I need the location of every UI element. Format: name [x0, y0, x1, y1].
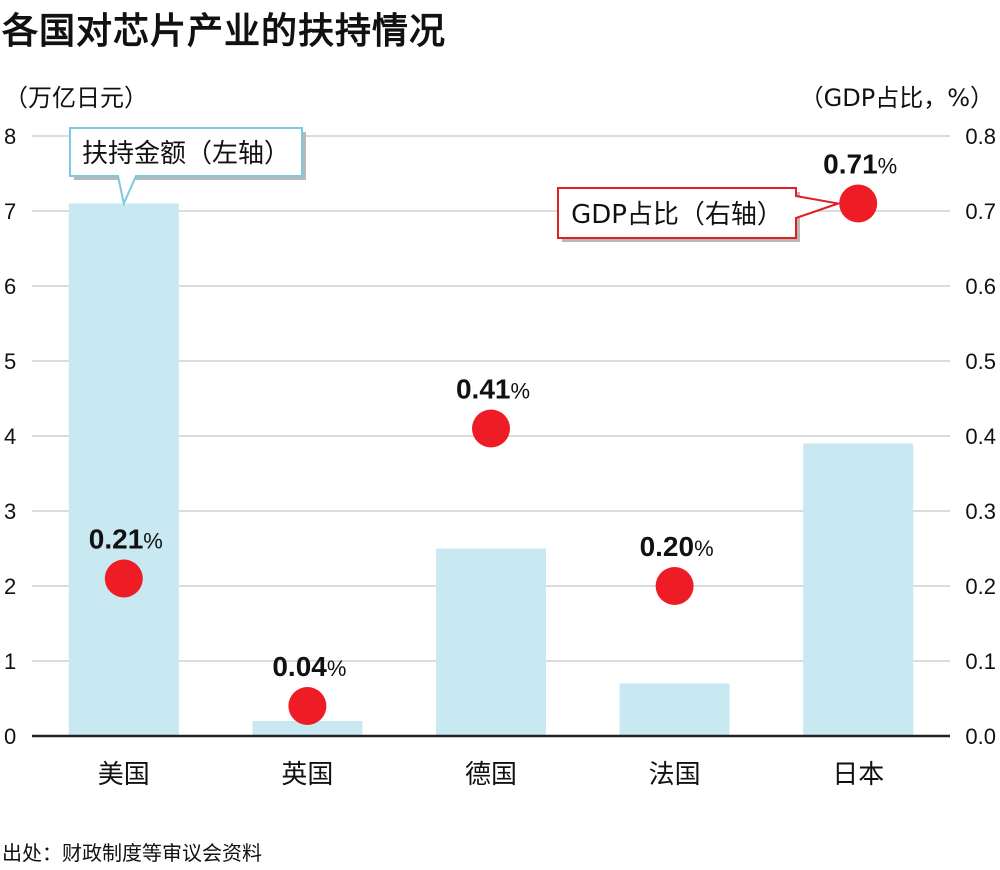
y-right-tick-label: 0.2 — [965, 574, 996, 599]
y-left-tick-label: 3 — [4, 499, 16, 524]
gdp-dot — [288, 687, 327, 725]
bar — [68, 203, 179, 736]
x-tick-label: 法国 — [649, 760, 701, 790]
data-label: 0.71% — [823, 149, 897, 180]
gdp-dots: 0.21% 0.04% 0.41% 0.20% 0.71% — [89, 149, 897, 725]
callout-dot-series — [557, 187, 843, 239]
y-left-tick-label: 4 — [4, 424, 16, 449]
x-tick-label: 德国 — [465, 760, 517, 790]
x-tick-label: 日本 — [832, 760, 884, 790]
gdp-dot — [472, 409, 510, 448]
y-right-tick-label: 0.3 — [965, 499, 996, 524]
y-left-tick-label: 1 — [4, 649, 16, 674]
gdp-dot — [104, 559, 143, 598]
axes: 0 1 2 3 4 5 6 7 8 0.0 0.1 0.2 0.3 0.4 0.5 0.6 0.7 0.8 美国 英国… — [4, 124, 996, 790]
x-tick-label: 英国 — [281, 760, 333, 790]
bar — [619, 683, 730, 736]
bar — [803, 443, 914, 736]
callouts: 扶持金额（左轴） GDP占比（右轴） — [69, 127, 843, 242]
legend-bar-label: 扶持金额（左轴） — [82, 139, 290, 169]
right-axis-unit: （GDP占比，%） — [799, 84, 994, 112]
y-right-tick-label: 0.5 — [965, 349, 996, 374]
data-label: 0.21% — [89, 524, 163, 555]
y-left-tick-label: 6 — [4, 274, 16, 299]
y-right-tick-label: 0.0 — [965, 724, 996, 749]
y-left-tick-label: 2 — [4, 574, 16, 599]
legend-dot-label: GDP占比（右轴） — [571, 200, 783, 230]
chart-title: 各国对芯片产业的扶持情况 — [2, 11, 447, 52]
left-axis-unit: （万亿日元） — [4, 84, 148, 112]
y-left-tick-label: 0 — [4, 724, 16, 749]
y-left-tick-label: 7 — [4, 199, 16, 224]
data-label: 0.04% — [272, 651, 346, 682]
y-right-tick-label: 0.6 — [965, 274, 996, 299]
bar — [436, 548, 546, 736]
callout-bar-series — [69, 127, 303, 207]
source-note: 出处：财政制度等审议会资料 — [2, 841, 262, 865]
gdp-dot — [839, 184, 878, 223]
y-right-tick-label: 0.8 — [965, 124, 996, 149]
y-right-tick-label: 0.4 — [965, 424, 996, 449]
y-left-tick-label: 8 — [4, 124, 16, 149]
bars — [68, 203, 914, 736]
data-label: 0.41% — [456, 374, 530, 405]
chart-svg: 0 1 2 3 4 5 6 7 8 0.0 0.1 0.2 0.3 0.4 0.5 0.6 0.7 0.8 美国 英国… — [4, 124, 996, 790]
y-right-tick-label: 0.7 — [965, 199, 996, 224]
y-left-tick-label: 5 — [4, 349, 16, 374]
y-right-tick-label: 0.1 — [965, 649, 996, 674]
data-label: 0.20% — [640, 531, 714, 562]
x-tick-label: 美国 — [98, 760, 150, 790]
gdp-dot — [655, 567, 694, 605]
bar — [252, 721, 363, 736]
